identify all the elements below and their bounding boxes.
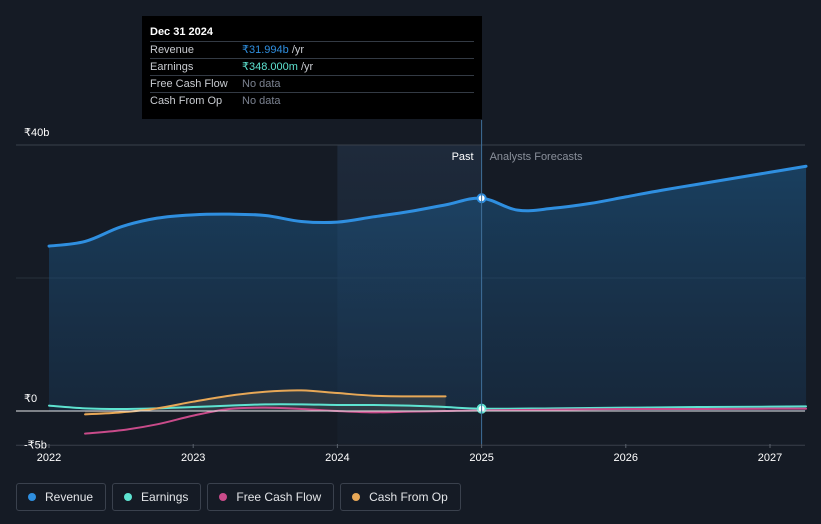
legend-item-earnings[interactable]: Earnings: [112, 483, 202, 511]
axes: [16, 120, 805, 448]
tooltip: Dec 31 2024 Revenue ₹31.994b /yr Earning…: [142, 16, 482, 119]
free-cash-flow-dot-icon: [219, 493, 228, 501]
revenue-area: [49, 166, 807, 411]
cash-from-op-dot-icon: [352, 493, 361, 501]
tooltip-value: No data: [242, 78, 281, 90]
tooltip-unit: /yr: [291, 44, 305, 56]
tooltip-date: Dec 31 2024: [150, 26, 213, 38]
legend-item-cash-from-op[interactable]: Cash From Op: [340, 483, 461, 511]
x-tick-label: 2023: [181, 452, 205, 464]
revenue-line: [47, 164, 808, 248]
y-tick-label: ₹40b: [24, 127, 49, 139]
legend-label: Earnings: [141, 490, 189, 504]
y-tick-label: -₹5b: [24, 439, 47, 451]
tooltip-value: ₹348.000m: [242, 61, 298, 73]
legend-item-free-cash-flow[interactable]: Free Cash Flow: [207, 483, 335, 511]
tooltip-row-cash-from-op: Cash From Op No data: [150, 92, 474, 109]
tooltip-row-earnings: Earnings ₹348.000m /yr: [150, 58, 474, 75]
tooltip-value: ₹31.994b: [242, 44, 289, 56]
tooltip-value: No data: [242, 95, 281, 107]
tooltip-unit: /yr: [301, 61, 314, 73]
tooltip-label: Revenue: [150, 44, 195, 56]
earnings-dot-icon: [124, 493, 133, 501]
series-lines: [47, 164, 808, 435]
tooltip-label: Earnings: [150, 61, 194, 73]
x-tick-label: 2025: [469, 452, 493, 464]
legend-item-revenue[interactable]: Revenue: [16, 483, 107, 511]
x-tick-label: 2024: [325, 452, 349, 464]
legend-label: Revenue: [45, 490, 94, 504]
cash-from-op-line: [84, 389, 447, 416]
legend-label: Cash From Op: [369, 490, 448, 504]
tooltip-row-revenue: Revenue ₹31.994b /yr: [150, 41, 474, 58]
x-tick-label: 2027: [758, 452, 782, 464]
tooltip-row-free-cash-flow: Free Cash Flow No data: [150, 75, 474, 92]
legend-label: Free Cash Flow: [236, 490, 322, 504]
free-cash-flow-line: [84, 406, 808, 435]
past-label: Past: [452, 151, 474, 163]
x-tick-label: 2026: [614, 452, 638, 464]
tooltip-label: Cash From Op: [150, 95, 223, 107]
y-tick-label: ₹0: [24, 393, 37, 405]
forecast-label: Analysts Forecasts: [490, 151, 583, 163]
x-tick-label: 2022: [37, 452, 61, 464]
tooltip-label: Free Cash Flow: [150, 78, 228, 90]
revenue-dot-icon: [28, 493, 36, 501]
legend: Revenue Earnings Free Cash Flow Cash Fro…: [16, 483, 461, 511]
